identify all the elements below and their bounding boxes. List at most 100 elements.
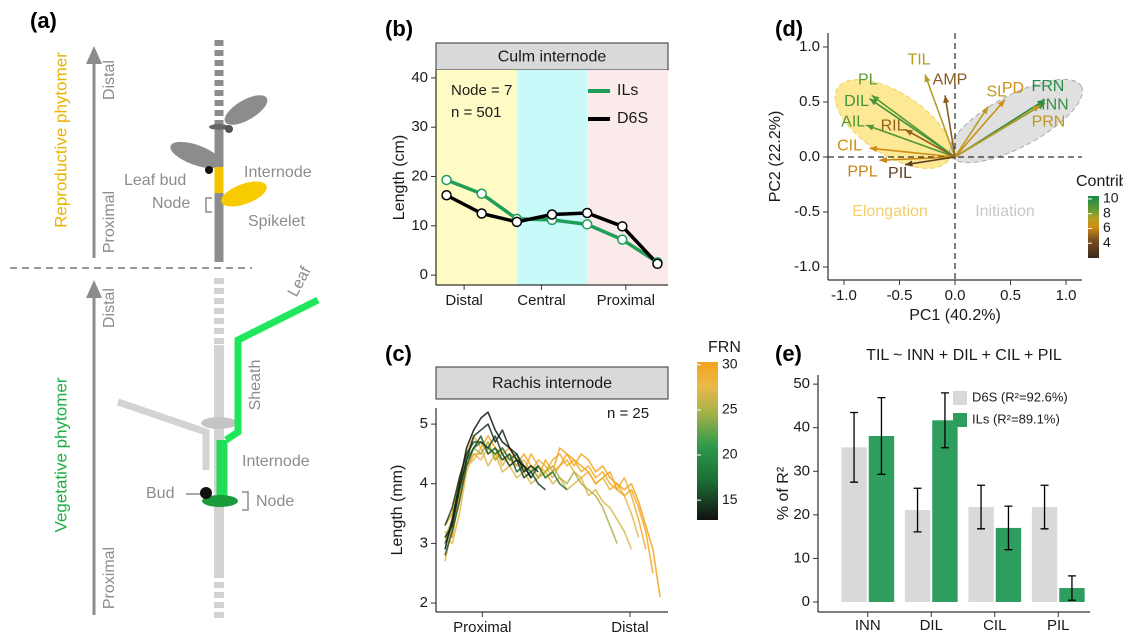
axis-label: Distal xyxy=(101,288,118,328)
axis-label: Proximal xyxy=(101,191,118,253)
point xyxy=(512,217,521,226)
point xyxy=(618,235,627,244)
x-tick-label: 0.5 xyxy=(1000,287,1021,304)
variable-label: PRN xyxy=(1032,114,1066,131)
variable-label: TIL xyxy=(907,52,930,69)
y-tick-label: 10 xyxy=(411,217,428,234)
y-tick-label: 40 xyxy=(411,69,428,86)
phytomer-label: Vegetative phytomer xyxy=(51,377,70,532)
phytomer-label: Reproductive phytomer xyxy=(51,52,70,228)
arrow-head xyxy=(86,46,102,64)
sheath xyxy=(226,300,318,440)
y-tick-label: -0.5 xyxy=(794,203,820,220)
colorbar-tick-label: 6 xyxy=(1103,219,1111,235)
part-label: Leaf bud xyxy=(124,172,186,189)
colorbar xyxy=(697,362,718,520)
variable-label: CIL xyxy=(837,137,862,154)
colorbar-title: Contrib xyxy=(1076,173,1123,190)
leaf xyxy=(220,89,272,130)
variable-label: PD xyxy=(1002,80,1024,97)
point xyxy=(583,209,592,218)
y-tick-label: 20 xyxy=(411,167,428,184)
bud xyxy=(200,487,212,499)
variable-label: DIL xyxy=(844,93,869,110)
region xyxy=(517,70,587,285)
x-tick-label: 1.0 xyxy=(1056,287,1077,304)
y-tick-label: 5 xyxy=(420,415,428,432)
y-tick-label: 50 xyxy=(793,375,810,392)
point xyxy=(442,175,451,184)
legend-label: ILs xyxy=(617,82,638,99)
y-tick-label: 10 xyxy=(793,549,810,566)
leaf-bud xyxy=(205,166,213,174)
legend-swatch xyxy=(953,413,967,427)
part-label: Spikelet xyxy=(248,213,305,230)
variable-label: FRN xyxy=(1031,78,1064,95)
y-tick-label: 30 xyxy=(411,118,428,135)
legend-label: ILs (R²=89.1%) xyxy=(972,411,1060,426)
axis-label: Distal xyxy=(101,60,118,100)
point xyxy=(548,210,557,219)
part-label: Internode xyxy=(242,453,310,470)
x-tick-label: CIL xyxy=(983,617,1006,634)
strip-title: Culm internode xyxy=(498,49,607,66)
colorbar-tick-label: 25 xyxy=(722,401,738,417)
panel-label: (b) xyxy=(385,16,413,41)
y-tick-label: 2 xyxy=(420,594,428,611)
annotation: Initiation xyxy=(975,203,1035,220)
y-tick-label: 0.5 xyxy=(799,93,820,110)
variable-label: PIL xyxy=(888,165,912,182)
point xyxy=(583,220,592,229)
strip-title: Rachis internode xyxy=(492,375,612,392)
legend-label: D6S (R²=92.6%) xyxy=(972,389,1068,404)
y-tick-label: 4 xyxy=(420,475,428,492)
annotation: n = 501 xyxy=(451,104,501,121)
y-axis-title: PC2 (22.2%) xyxy=(767,111,784,203)
y-tick-label: 3 xyxy=(420,534,428,551)
x-tick-label: -1.0 xyxy=(831,287,857,304)
x-tick-label: -0.5 xyxy=(887,287,913,304)
leaf xyxy=(118,402,206,470)
axis-label: Proximal xyxy=(101,547,118,609)
x-tick-label: Distal xyxy=(445,292,483,309)
series-line xyxy=(445,448,631,549)
arrow-head xyxy=(943,95,949,103)
variable-label: RIL xyxy=(881,118,906,135)
x-tick-label: Proximal xyxy=(453,619,511,635)
x-tick-label: Proximal xyxy=(597,292,655,309)
annotation: Node = 7 xyxy=(451,82,512,99)
part-label: Sheath xyxy=(247,360,264,411)
point xyxy=(477,189,486,198)
point xyxy=(477,209,486,218)
y-axis-title: Length (cm) xyxy=(391,135,408,220)
colorbar-tick-label: 20 xyxy=(722,446,738,462)
y-tick-label: 40 xyxy=(793,419,810,436)
part-label: Leaf xyxy=(285,264,315,300)
point xyxy=(442,191,451,200)
node xyxy=(201,417,237,429)
y-axis-title: % of R² xyxy=(775,466,792,520)
series-line xyxy=(445,442,653,573)
part-label: Bud xyxy=(146,485,174,502)
y-tick-label: 0.0 xyxy=(799,148,820,165)
annotation: n = 25 xyxy=(607,405,649,422)
y-axis-title: Length (mm) xyxy=(389,465,406,556)
variable-label: PL xyxy=(858,72,878,89)
bracket xyxy=(242,492,248,510)
panel-label: (c) xyxy=(385,341,412,366)
annotation: Elongation xyxy=(852,203,928,220)
y-tick-label: 1.0 xyxy=(799,38,820,55)
x-tick-label: 0.0 xyxy=(945,287,966,304)
x-axis-title: PC1 (40.2%) xyxy=(909,307,1001,324)
panel-label: (e) xyxy=(775,341,802,366)
colorbar-tick-label: 10 xyxy=(1103,190,1119,206)
part-label: Node xyxy=(256,493,294,510)
chart-title: TIL ~ INN + DIL + CIL + PIL xyxy=(866,347,1062,364)
x-tick-label: Central xyxy=(517,292,565,309)
variable-label: AMP xyxy=(933,72,968,89)
colorbar xyxy=(1088,196,1099,258)
region xyxy=(587,70,668,285)
arrow-head xyxy=(880,157,887,163)
spikelet xyxy=(218,176,270,211)
